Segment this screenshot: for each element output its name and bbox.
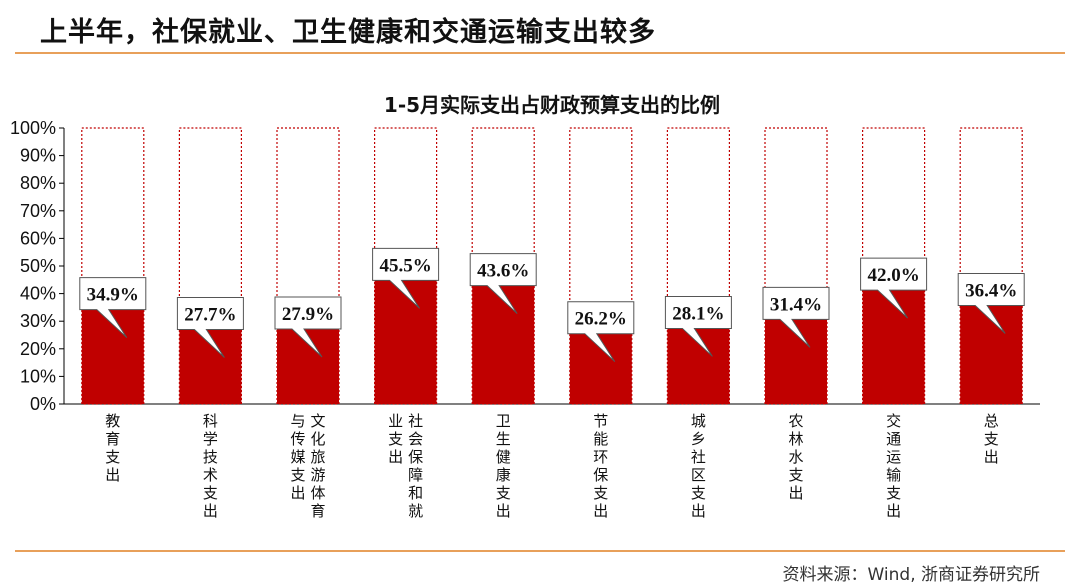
y-tick-label: 70% <box>20 201 56 221</box>
y-tick-label: 10% <box>20 366 56 386</box>
data-label-box <box>567 301 635 363</box>
y-tick-label: 60% <box>20 228 56 248</box>
data-label-callout: 27.7% <box>176 297 244 358</box>
data-label-box <box>79 277 147 339</box>
data-label: 27.7% <box>184 305 236 326</box>
data-label: 31.4% <box>770 294 822 315</box>
data-label: 27.9% <box>282 304 334 325</box>
data-label: 28.1% <box>672 303 724 324</box>
data-label: 45.5% <box>379 255 431 276</box>
bar-chart: 1-5月实际支出占财政预算支出的比例 0% 10% 20% 30% 40% 50% 60% 7… <box>10 93 1040 520</box>
data-label: 34.9% <box>87 285 139 306</box>
data-label: 26.2% <box>575 309 627 330</box>
y-tick-label: 100% <box>10 118 56 138</box>
data-label-box <box>762 286 830 348</box>
x-category-label: 卫生健康支出 <box>496 412 511 520</box>
data-label: 36.4% <box>965 281 1017 302</box>
bar <box>374 278 437 404</box>
data-label-callout: 42.0% <box>860 257 928 319</box>
x-category-label: 城乡社区支出 <box>691 412 706 520</box>
x-category-label: 文化旅游体育 <box>310 412 325 520</box>
data-label-callout: 31.4% <box>762 286 830 348</box>
page-title: 上半年，社保就业、卫生健康和交通运输支出较多 <box>40 17 656 48</box>
header-divider <box>15 52 1065 54</box>
x-category-label: 科学技术支出 <box>203 412 218 520</box>
x-category-label: 总支出 <box>984 412 999 466</box>
data-label-box <box>664 295 732 357</box>
data-label-box <box>860 257 928 319</box>
y-tick-label: 50% <box>20 256 56 276</box>
data-label: 43.6% <box>477 261 529 282</box>
data-label-box <box>176 297 244 358</box>
x-category-label: 教育支出 <box>105 412 120 484</box>
x-category-label: 节能环保支出 <box>593 412 608 520</box>
footer-divider <box>15 550 1065 552</box>
data-label-callout: 28.1% <box>664 295 732 357</box>
data-label-callout: 34.9% <box>79 277 147 339</box>
data-label-callout: 43.6% <box>469 253 537 315</box>
y-tick-label: 40% <box>20 284 56 304</box>
bar <box>472 283 535 404</box>
data-label-callout: 26.2% <box>567 301 635 363</box>
data-label-box <box>469 253 537 315</box>
y-tick-label: 80% <box>20 173 56 193</box>
data-label-callout: 27.9% <box>274 296 342 358</box>
x-category-label: 社会保障和就 <box>408 412 423 520</box>
chart-title: 1-5月实际支出占财政预算支出的比例 <box>384 93 720 117</box>
x-category-label: 业支出 <box>388 412 403 466</box>
data-label-callout: 45.5% <box>372 247 440 309</box>
x-category-label: 与传媒支出 <box>290 412 305 502</box>
source-note: 资料来源：Wind, 浙商证券研究所 <box>782 565 1040 585</box>
y-tick-label: 0% <box>30 394 56 414</box>
data-label-callout: 36.4% <box>957 273 1025 334</box>
data-label-box <box>372 247 440 309</box>
data-label-box <box>274 296 342 358</box>
y-tick-label: 90% <box>20 146 56 166</box>
x-category-label: 交通运输支出 <box>886 412 901 520</box>
y-tick-label: 20% <box>20 339 56 359</box>
bar <box>862 288 925 404</box>
data-label: 42.0% <box>867 265 919 286</box>
y-tick-label: 30% <box>20 311 56 331</box>
x-category-label: 农林水支出 <box>788 412 803 502</box>
data-label-box <box>957 273 1025 334</box>
